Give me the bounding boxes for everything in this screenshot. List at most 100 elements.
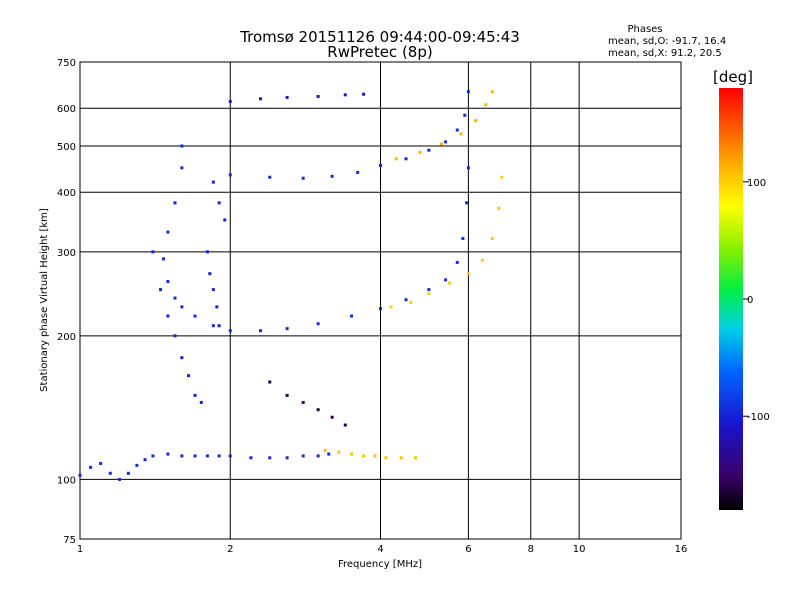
- data-point: [180, 356, 184, 360]
- phases-mean-o: mean, sd,O: -91.7, 16.4: [608, 36, 726, 47]
- data-point: [413, 456, 417, 460]
- data-point: [211, 180, 215, 184]
- data-point: [316, 454, 320, 458]
- data-point: [466, 90, 470, 94]
- x-tick-label: 4: [377, 544, 383, 555]
- data-point: [350, 314, 354, 318]
- data-point: [228, 99, 232, 103]
- y-tick-label: 100: [57, 475, 76, 486]
- data-point: [159, 288, 163, 292]
- data-point: [99, 461, 103, 465]
- data-point: [455, 260, 459, 264]
- data-point: [379, 307, 382, 311]
- data-point: [228, 454, 232, 458]
- data-point: [440, 142, 444, 146]
- x-axis: 1 2 4 6 8 10 16: [77, 544, 688, 555]
- data-point: [301, 400, 305, 404]
- data-point: [151, 250, 155, 254]
- data-point: [427, 288, 431, 292]
- x-tick-label: 16: [675, 544, 688, 555]
- data-point: [461, 236, 465, 240]
- data-point: [356, 170, 360, 174]
- data-point: [211, 324, 215, 328]
- data-point: [180, 166, 184, 170]
- data-point: [404, 298, 408, 302]
- phases-header: Phases: [627, 24, 662, 35]
- data-point: [409, 300, 413, 304]
- data-point: [427, 292, 431, 296]
- y-axis-label: Stationary phase Virtual Height [km]: [39, 208, 50, 392]
- colorbar-tick-label: -100: [747, 412, 770, 423]
- data-point: [316, 322, 320, 326]
- data-point: [343, 93, 347, 97]
- data-point: [223, 218, 227, 222]
- data-point: [480, 258, 484, 262]
- data-point: [500, 175, 504, 179]
- data-point: [118, 477, 122, 481]
- colorbar-tick-label: 0: [747, 295, 753, 306]
- x-tick-label: 1: [77, 544, 83, 555]
- data-point: [466, 166, 470, 170]
- x-tick-label: 8: [528, 544, 534, 555]
- x-tick-label: 6: [465, 544, 471, 555]
- data-point: [490, 90, 494, 94]
- data-point: [427, 148, 431, 152]
- y-tick-label: 500: [57, 142, 76, 153]
- data-point: [259, 329, 263, 333]
- data-point: [268, 380, 272, 384]
- data-point: [259, 97, 263, 101]
- data-point: [193, 314, 197, 318]
- data-point: [162, 257, 166, 261]
- colorbar-tick-label: 100: [747, 178, 766, 189]
- data-point: [379, 164, 382, 168]
- data-point: [166, 230, 170, 234]
- data-point: [180, 454, 184, 458]
- data-point: [166, 279, 170, 283]
- data-point: [316, 408, 320, 412]
- data-point: [444, 278, 448, 282]
- data-point: [173, 201, 177, 205]
- data-point: [285, 327, 289, 331]
- colorbar: [719, 88, 743, 510]
- chart-title: Tromsø 20151126 09:44:00-09:45:43: [239, 28, 520, 46]
- y-tick-label: 400: [57, 188, 76, 199]
- data-point: [151, 454, 155, 458]
- data-point: [78, 473, 82, 477]
- y-tick-label: 300: [57, 248, 76, 259]
- data-point: [389, 305, 393, 309]
- data-point: [217, 324, 221, 328]
- y-tick-label: 600: [57, 104, 76, 115]
- data-point: [285, 393, 289, 397]
- data-point: [166, 452, 170, 456]
- data-points: [78, 90, 504, 481]
- gridlines: [80, 62, 681, 539]
- data-point: [350, 452, 354, 456]
- data-point: [399, 456, 403, 460]
- data-point: [362, 454, 366, 458]
- data-point: [404, 157, 408, 161]
- data-point: [208, 272, 212, 276]
- data-point: [484, 103, 488, 107]
- data-point: [89, 465, 93, 469]
- data-point: [285, 95, 289, 99]
- data-point: [330, 415, 334, 419]
- data-point: [418, 150, 422, 154]
- data-point: [463, 113, 467, 117]
- data-point: [337, 450, 341, 454]
- data-point: [301, 176, 305, 180]
- data-point: [465, 201, 469, 205]
- colorbar-ticks: 100 0 -100: [743, 178, 770, 423]
- y-tick-label: 750: [57, 58, 76, 69]
- data-point: [180, 144, 184, 148]
- data-point: [497, 206, 501, 210]
- data-point: [211, 288, 215, 292]
- data-point: [316, 94, 320, 98]
- data-point: [228, 329, 232, 333]
- y-axis: 75 100 200 300 400 500 600 750: [57, 58, 76, 546]
- data-point: [135, 463, 139, 467]
- data-point: [205, 454, 209, 458]
- data-point: [384, 456, 388, 460]
- phases-mean-x: mean, sd,X: 91.2, 20.5: [608, 48, 722, 59]
- x-tick-label: 10: [573, 544, 586, 555]
